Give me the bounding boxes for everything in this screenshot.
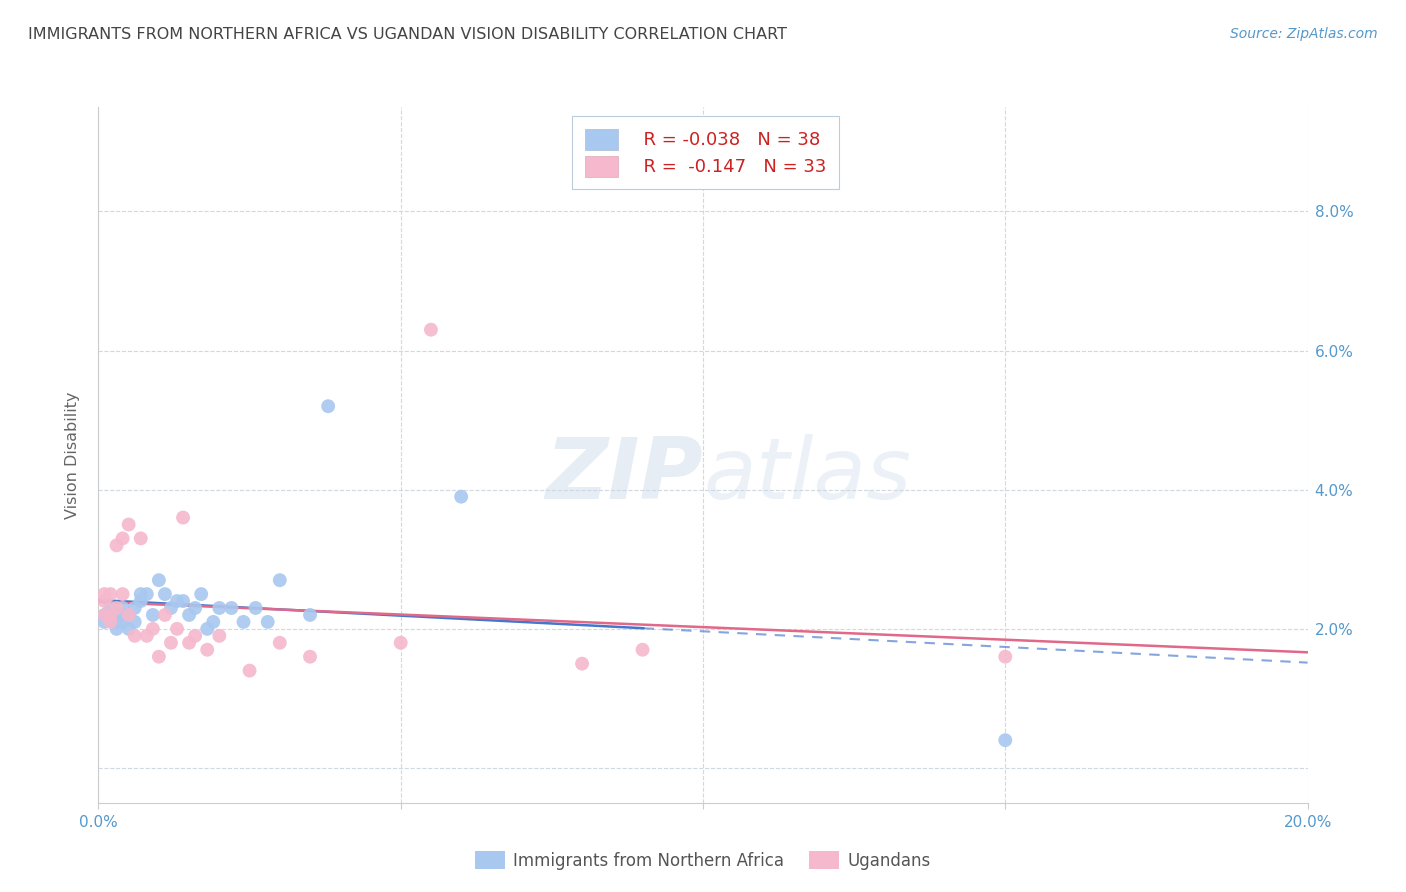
Point xyxy=(105,601,128,615)
Point xyxy=(389,636,412,650)
Point xyxy=(93,607,115,622)
Text: atlas: atlas xyxy=(703,434,911,517)
Y-axis label: Vision Disability: Vision Disability xyxy=(65,392,80,518)
Point xyxy=(239,664,262,678)
Point xyxy=(118,517,141,532)
Point xyxy=(148,573,170,587)
Point xyxy=(100,601,122,615)
Point xyxy=(135,629,157,643)
Point xyxy=(105,615,128,629)
Point xyxy=(245,601,267,615)
Point xyxy=(124,601,146,615)
Point xyxy=(105,607,128,622)
Point xyxy=(994,733,1017,747)
Point xyxy=(93,587,115,601)
Point xyxy=(93,594,115,608)
Point xyxy=(124,615,146,629)
Point xyxy=(208,629,231,643)
Text: ZIP: ZIP xyxy=(546,434,703,517)
Point xyxy=(160,636,183,650)
Point xyxy=(160,601,183,615)
Point xyxy=(148,649,170,664)
Point xyxy=(450,490,472,504)
Point xyxy=(179,636,201,650)
Point xyxy=(208,601,231,615)
Legend: Immigrants from Northern Africa, Ugandans: Immigrants from Northern Africa, Ugandan… xyxy=(467,843,939,878)
Point xyxy=(111,532,134,546)
Point xyxy=(111,607,134,622)
Point xyxy=(129,532,152,546)
Point xyxy=(105,622,128,636)
Point xyxy=(111,601,134,615)
Point xyxy=(135,587,157,601)
Point xyxy=(184,629,207,643)
Point xyxy=(202,615,225,629)
Point xyxy=(118,622,141,636)
Point xyxy=(221,601,243,615)
Point xyxy=(111,615,134,629)
Point xyxy=(172,594,194,608)
Point xyxy=(166,594,188,608)
Point xyxy=(118,607,141,622)
Point xyxy=(179,607,201,622)
Point xyxy=(100,587,122,601)
Point xyxy=(232,615,254,629)
Point xyxy=(256,615,278,629)
Point xyxy=(100,615,122,629)
Point xyxy=(184,601,207,615)
Point xyxy=(142,607,165,622)
Point xyxy=(631,642,654,657)
Point xyxy=(142,622,165,636)
Point xyxy=(269,636,291,650)
Point xyxy=(93,607,115,622)
Point xyxy=(299,607,322,622)
Point xyxy=(420,323,443,337)
Text: IMMIGRANTS FROM NORTHERN AFRICA VS UGANDAN VISION DISABILITY CORRELATION CHART: IMMIGRANTS FROM NORTHERN AFRICA VS UGAND… xyxy=(28,27,787,42)
Point xyxy=(129,587,152,601)
Point xyxy=(994,649,1017,664)
Point xyxy=(100,607,122,622)
Point xyxy=(111,587,134,601)
Point xyxy=(153,607,176,622)
Point xyxy=(195,642,218,657)
Point xyxy=(105,538,128,552)
Point xyxy=(299,649,322,664)
Point xyxy=(118,607,141,622)
Point xyxy=(166,622,188,636)
Point xyxy=(316,399,339,413)
Point xyxy=(124,629,146,643)
Point xyxy=(153,587,176,601)
Point xyxy=(190,587,212,601)
Text: Source: ZipAtlas.com: Source: ZipAtlas.com xyxy=(1230,27,1378,41)
Point xyxy=(100,607,122,622)
Point xyxy=(172,510,194,524)
Point xyxy=(129,594,152,608)
Point xyxy=(195,622,218,636)
Point xyxy=(571,657,593,671)
Point xyxy=(93,615,115,629)
Point xyxy=(269,573,291,587)
